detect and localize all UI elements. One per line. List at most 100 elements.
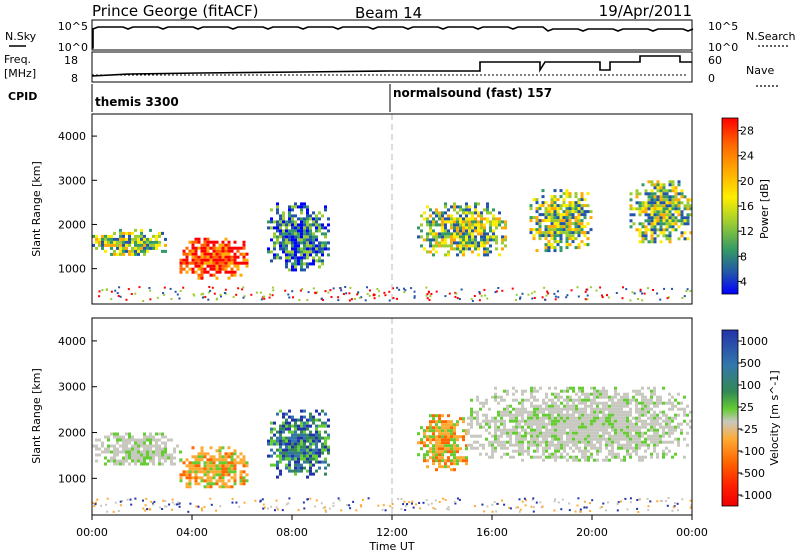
echo-cell: [112, 510, 115, 513]
echo-cell: [629, 401, 632, 405]
echo-cell: [327, 217, 330, 221]
echo-cell: [650, 240, 654, 244]
echo-cell: [447, 220, 450, 224]
echo-cell: [653, 183, 657, 187]
echo-cell: [149, 444, 152, 448]
echo-cell: [454, 295, 457, 298]
echo-cell: [650, 207, 654, 211]
echo-cell: [623, 410, 626, 414]
echo-cell: [104, 237, 107, 241]
echo-cell: [98, 447, 101, 451]
echo-cell: [349, 286, 352, 289]
echo-cell: [494, 395, 497, 399]
echo-cell: [218, 470, 222, 474]
echo-cell: [447, 250, 450, 254]
echo-cell: [215, 470, 219, 474]
echo-cell: [569, 413, 572, 417]
echo-cell: [459, 223, 462, 227]
echo-cell: [626, 410, 629, 414]
echo-cell: [270, 505, 273, 508]
echo-cell: [641, 404, 644, 408]
echo-cell: [530, 425, 533, 429]
echo-cell: [200, 507, 203, 510]
echo-cell: [327, 463, 330, 467]
echo-cell: [239, 252, 243, 256]
echo-cell: [674, 228, 678, 232]
echo-cell: [450, 423, 453, 427]
echo-cell: [212, 476, 216, 480]
echo-cell: [635, 443, 638, 447]
echo-cell: [471, 244, 474, 248]
echo-cell: [435, 420, 438, 424]
echo-cell: [656, 210, 660, 214]
echo-cell: [557, 419, 560, 423]
echo-cell: [337, 296, 340, 299]
echo-cell: [282, 415, 285, 419]
echo-cell: [227, 276, 231, 280]
echo-cell: [324, 421, 327, 425]
echo-cell: [563, 449, 566, 453]
echo-cell: [474, 244, 477, 248]
echo-cell: [626, 437, 629, 441]
velocity-echoes: [92, 386, 692, 513]
power-ylabel: Slant Range [km]: [30, 161, 43, 257]
echo-cell: [438, 450, 441, 454]
echo-cell: [125, 441, 128, 445]
echo-cell: [662, 231, 666, 235]
echo-cell: [231, 497, 234, 500]
echo-cell: [164, 459, 167, 463]
echo-cell: [438, 211, 441, 215]
echo-cell: [641, 422, 644, 426]
echo-cell: [544, 298, 547, 301]
echo-cell: [194, 467, 198, 471]
echo-cell: [650, 395, 653, 399]
echo-cell: [309, 454, 312, 458]
echo-cell: [122, 447, 125, 451]
echo-cell: [294, 457, 297, 461]
echo-cell: [309, 460, 312, 464]
echo-cell: [327, 418, 330, 422]
echo-cell: [306, 448, 309, 452]
echo-cell: [662, 455, 665, 459]
echo-cell: [562, 228, 566, 232]
echo-cell: [300, 445, 303, 449]
x-tick-label: 16:00: [476, 526, 508, 539]
echo-cell: [148, 287, 151, 289]
echo-cell: [450, 435, 453, 439]
echo-cell: [321, 247, 324, 251]
echo-cell: [626, 401, 629, 405]
echo-cell: [553, 210, 557, 214]
echo-cell: [557, 422, 560, 426]
echo-cell: [659, 434, 662, 438]
echo-cell: [685, 290, 688, 293]
echo-cell: [215, 509, 218, 512]
echo-cell: [629, 434, 632, 438]
echo-cell: [572, 413, 575, 417]
echo-cell: [358, 296, 361, 299]
echo-cell: [309, 412, 312, 416]
echo-cell: [652, 289, 654, 291]
echo-cell: [227, 240, 231, 244]
echo-cell: [143, 453, 146, 457]
echo-cell: [462, 250, 465, 254]
echo-cell: [653, 237, 657, 241]
echo-cell: [327, 247, 330, 251]
echo-cell: [581, 398, 584, 402]
echo-cell: [447, 229, 450, 233]
echo-cell: [560, 446, 563, 450]
echo-cell: [315, 445, 318, 449]
echo-cell: [322, 299, 324, 301]
echo-cell: [545, 431, 548, 435]
echo-cell: [572, 389, 575, 393]
echo-cell: [602, 458, 605, 462]
echo-cell: [282, 229, 285, 233]
echo-cell: [131, 438, 134, 442]
echo-cell: [542, 425, 545, 429]
echo-cell: [548, 428, 551, 432]
echo-cell: [565, 195, 569, 199]
echo-cell: [297, 238, 300, 242]
echo-cell: [173, 503, 176, 506]
echo-cell: [509, 507, 512, 510]
echo-cell: [483, 232, 486, 236]
echo-cell: [300, 205, 303, 209]
